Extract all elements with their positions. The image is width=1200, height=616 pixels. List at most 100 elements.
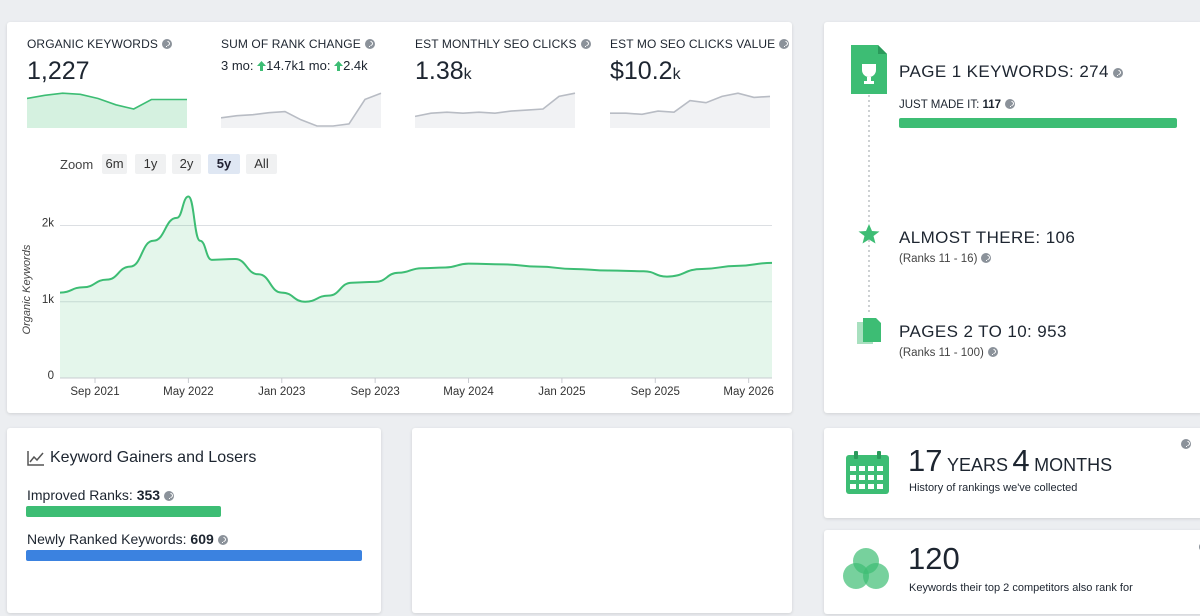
period-label: 3 mo:: [221, 58, 254, 73]
note-text: (Ranks 11 - 100): [899, 347, 984, 359]
just-made-it-value: 117: [982, 99, 1002, 111]
y-axis-label: Organic Keywords: [21, 244, 33, 334]
x-tick-label: Jan 2025: [538, 386, 585, 398]
almost-there-label: ALMOST THERE:: [899, 228, 1041, 247]
help-icon[interactable]: [1005, 99, 1016, 109]
trend-icon: [27, 451, 44, 466]
page1-icons: [851, 45, 887, 344]
sparkline-area: [415, 93, 575, 128]
help-icon[interactable]: [161, 39, 172, 49]
sparkline: [610, 92, 771, 128]
years-value: 17: [908, 443, 943, 478]
overview-card: [7, 22, 792, 413]
help-icon[interactable]: [1181, 439, 1191, 449]
gainers-card: [7, 428, 381, 613]
sparkline-line: [415, 92, 576, 118]
value-number: 1.38: [415, 57, 464, 85]
zoom-button[interactable]: All: [246, 154, 277, 174]
value-number: 10.2: [623, 57, 673, 85]
overlap-icon: [843, 548, 889, 589]
sparkline-area: [221, 93, 381, 128]
zoom-label: Zoom: [60, 157, 94, 172]
just-made-it: JUST MADE IT: 117: [899, 99, 1016, 111]
months-label: MONTHS: [1034, 455, 1113, 475]
sparkline: [27, 92, 187, 128]
metric-sub: 3 mo: 14.7k1 mo: 2.4k: [221, 58, 368, 73]
gainer-row: Newly Ranked Keywords: 609: [27, 531, 228, 547]
period-label: 1 mo:: [297, 58, 331, 73]
sparkline: [415, 92, 576, 128]
x-tick-label: May 2024: [443, 386, 494, 398]
value-prefix: $: [610, 57, 624, 85]
zoom-button[interactable]: 1y: [135, 154, 166, 174]
value-unit: k: [463, 66, 472, 83]
metric-label-text: EST MO SEO CLICKS VALUE: [610, 37, 776, 51]
help-icon[interactable]: [779, 39, 790, 49]
zoom-button[interactable]: 6m: [102, 154, 127, 174]
y-tick-label: 2k: [42, 218, 54, 230]
almost-there: ALMOST THERE: 106: [899, 228, 1075, 248]
months-value: 4: [1012, 443, 1030, 478]
metric-value: $10.2k: [610, 57, 681, 86]
help-icon[interactable]: [1112, 68, 1123, 78]
y-tick-label: 1k: [42, 294, 54, 306]
x-tick-label: May 2022: [163, 386, 214, 398]
gainer-bar: [26, 506, 221, 517]
help-icon[interactable]: [217, 535, 228, 545]
competitors-value: 120: [908, 541, 960, 576]
pages-2-10-note: (Ranks 11 - 100): [899, 347, 998, 359]
help-icon[interactable]: [164, 491, 175, 501]
metric-value: 1.38k: [415, 57, 472, 86]
page1-value: 274: [1079, 62, 1109, 81]
x-tick-label: Jan 2023: [258, 386, 305, 398]
almost-there-value: 106: [1045, 228, 1076, 247]
metric-label-text: EST MONTHLY SEO CLICKS: [415, 37, 577, 51]
page1-heading: PAGE 1 KEYWORDS: 274: [899, 62, 1123, 82]
sparkline-line: [221, 92, 382, 127]
empty-card: [412, 428, 792, 613]
help-icon[interactable]: [981, 253, 992, 263]
metric-label-text: ORGANIC KEYWORDS: [27, 37, 158, 51]
help-icon[interactable]: [987, 347, 998, 357]
gainer-label: Newly Ranked Keywords:: [27, 531, 187, 547]
sparkline: [221, 92, 382, 128]
history-note: History of rankings we've collected: [909, 482, 1078, 494]
gainers-title: Keyword Gainers and Losers: [50, 449, 257, 466]
help-icon[interactable]: [364, 39, 375, 49]
sparkline-area: [27, 93, 187, 128]
gainer-value: 353: [136, 487, 161, 503]
x-tick-label: May 2026: [723, 386, 774, 398]
calendar-icon: [846, 451, 889, 494]
sparkline-line: [610, 92, 771, 116]
x-tick-label: Sep 2021: [70, 386, 119, 398]
y-tick-label: 0: [48, 370, 54, 382]
period-value: 14.7k: [266, 58, 298, 73]
value-unit: k: [672, 66, 681, 83]
area-fill: [60, 196, 772, 378]
help-icon[interactable]: [580, 39, 591, 49]
area-line: [59, 195, 773, 303]
metric-label: EST MONTHLY SEO CLICKS: [415, 37, 591, 51]
just-made-it-label: JUST MADE IT:: [899, 99, 980, 111]
almost-there-note: (Ranks 11 - 16): [899, 253, 992, 265]
chart: 0 1k 2k Organic Keywords Sep 2021 May 2022 Jan…: [21, 195, 774, 398]
x-tick-label: Sep 2023: [351, 386, 400, 398]
metric-label-text: SUM OF RANK CHANGE: [221, 37, 361, 51]
gainer-row: Improved Ranks: 353: [27, 487, 175, 503]
competitors-note: Keywords their top 2 competitors also ra…: [909, 582, 1133, 594]
metric-label: SUM OF RANK CHANGE: [221, 37, 375, 51]
metric-label: EST MO SEO CLICKS VALUE: [610, 37, 790, 51]
zoom-button[interactable]: 2y: [172, 154, 201, 174]
history-value: 17 YEARS 4 MONTHS: [908, 443, 1112, 479]
up-arrow: [334, 61, 344, 71]
x-tick-label: Sep 2025: [631, 386, 680, 398]
gainer-value: 609: [190, 531, 214, 547]
zoom-button[interactable]: 5y: [208, 154, 240, 174]
gainer-label: Improved Ranks:: [27, 487, 133, 503]
years-label: YEARS: [946, 455, 1008, 475]
pages-2-10-label: PAGES 2 TO 10:: [899, 322, 1033, 341]
gainer-bar: [26, 550, 362, 561]
sparkline-area: [610, 93, 770, 128]
metric-value: 1,227: [27, 57, 90, 85]
